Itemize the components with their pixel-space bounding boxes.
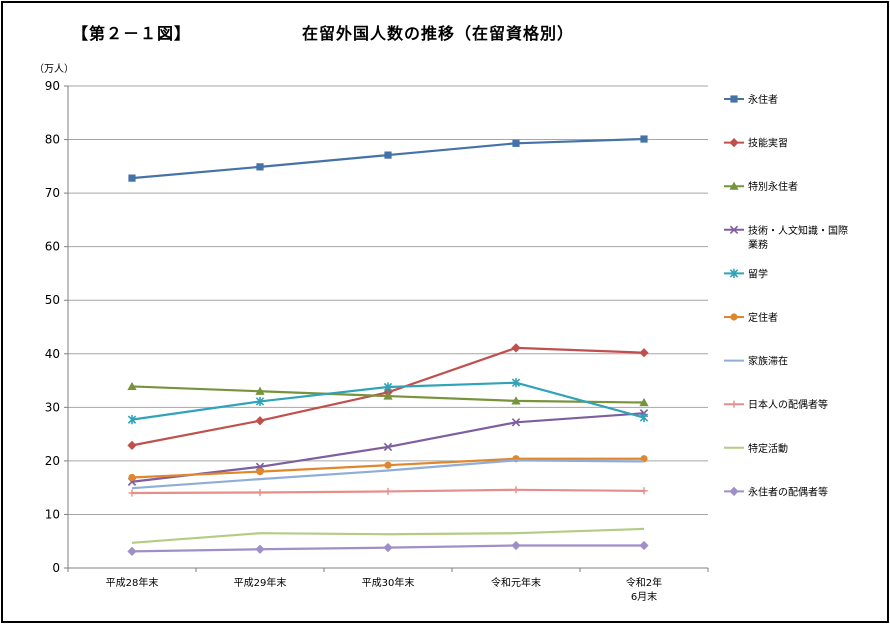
data-point (383, 442, 393, 452)
data-point (128, 473, 136, 482)
data-point (639, 540, 649, 551)
x-tick-label: 平成29年末 (234, 576, 287, 589)
legend-marker (729, 268, 739, 278)
gridlines (68, 85, 708, 515)
axes: 0 10 20 30 40 50 60 70 80 90 平成28年末 平成29年末 平成30年末 令和元… (45, 79, 709, 603)
legend-item: 特別永住者 (724, 180, 798, 193)
figure-label: 【第２－１図】 (72, 24, 192, 43)
data-point (128, 489, 136, 497)
series-5 (127, 378, 649, 425)
data-point (127, 440, 137, 450)
y-tick-label: 60 (45, 240, 60, 254)
x-tick-label: 平成30年末 (362, 576, 415, 589)
legend-item: 永住者 (724, 93, 778, 106)
y-axis-unit-label: （万人） (34, 64, 74, 75)
y-tick-label: 40 (45, 347, 60, 361)
data-point (128, 174, 136, 182)
legend-label: 永住者の配偶者等 (748, 485, 828, 498)
y-tick-label: 90 (45, 79, 60, 93)
data-point (256, 163, 264, 171)
data-point (384, 151, 392, 159)
legend-marker (729, 486, 739, 496)
y-tick-label: 0 (52, 561, 60, 575)
series-6 (128, 455, 648, 482)
data-point (511, 343, 521, 353)
legend-label: 業務 (748, 238, 768, 251)
series-1 (128, 135, 648, 182)
data-point (640, 135, 648, 143)
legend-item: 定住者 (724, 311, 778, 324)
legend-label: 家族滞在 (748, 355, 788, 368)
data-point (383, 543, 393, 553)
data-point (511, 540, 521, 551)
data-point (639, 412, 649, 423)
data-point (384, 487, 392, 496)
legend-label: 技能実習 (748, 137, 788, 150)
series-3 (127, 381, 649, 407)
series-10 (127, 540, 649, 556)
data-point (127, 546, 137, 556)
legend-marker (729, 225, 739, 234)
legend-marker (730, 313, 738, 321)
data-point (255, 396, 265, 407)
legend-item: 技能実習 (724, 137, 788, 150)
data-point (255, 544, 265, 554)
data-point (512, 486, 520, 494)
series-line (131, 527, 645, 544)
legend-label: 技術・人文知識・国際 (748, 224, 848, 237)
y-tick-label: 30 (45, 400, 60, 414)
data-point (384, 461, 392, 469)
legend-item: 特定活動 (724, 442, 788, 455)
legend-item: 留学 (724, 267, 768, 280)
data-point (256, 488, 264, 497)
series-8 (128, 486, 648, 497)
y-tick-label: 50 (45, 293, 60, 307)
legend-label: 留学 (748, 267, 768, 280)
data-point (383, 391, 393, 400)
legend-marker (729, 181, 739, 190)
y-tick-label: 10 (45, 507, 60, 521)
y-tick-label: 20 (45, 454, 60, 468)
legend-label: 日本人の配偶者等 (748, 398, 828, 411)
data-point (127, 381, 137, 391)
series-9 (131, 527, 645, 544)
data-point (511, 418, 521, 427)
legend-item: 永住者の配偶者等 (724, 485, 828, 498)
data-point (640, 487, 648, 495)
data-point (512, 139, 520, 147)
legend-marker (730, 95, 738, 103)
legend-item: 日本人の配偶者等 (724, 398, 828, 411)
x-tick-label: 令和2年 (626, 576, 662, 589)
data-point (639, 397, 649, 407)
data-point (383, 382, 393, 392)
data-point (255, 416, 265, 426)
legend: 永住者技能実習特別永住者技術・人文知識・国際業務留学定住者家族滞在日本人の配偶者… (724, 93, 848, 498)
chart-title: 在留外国人数の推移（在留資格別） (302, 24, 575, 43)
legend-label: 定住者 (748, 311, 778, 324)
data-point (511, 396, 521, 405)
y-tick-label: 70 (45, 186, 60, 200)
data-point (511, 378, 521, 388)
legend-marker (730, 400, 738, 408)
data-point (255, 386, 265, 395)
legend-label: 永住者 (748, 93, 778, 106)
legend-marker (729, 138, 739, 148)
y-tick-label: 80 (45, 133, 60, 147)
series-lines (127, 135, 649, 556)
legend-label: 特定活動 (748, 442, 788, 455)
data-point (639, 348, 649, 358)
x-tick-label: 平成28年末 (106, 576, 159, 589)
series-7 (131, 459, 645, 490)
legend-item: 家族滞在 (724, 355, 788, 368)
x-tick-label: 6月末 (631, 590, 657, 603)
legend-label: 特別永住者 (748, 180, 798, 193)
x-tick-label: 令和元年末 (491, 576, 541, 589)
data-point (256, 468, 264, 476)
data-point (127, 415, 137, 425)
